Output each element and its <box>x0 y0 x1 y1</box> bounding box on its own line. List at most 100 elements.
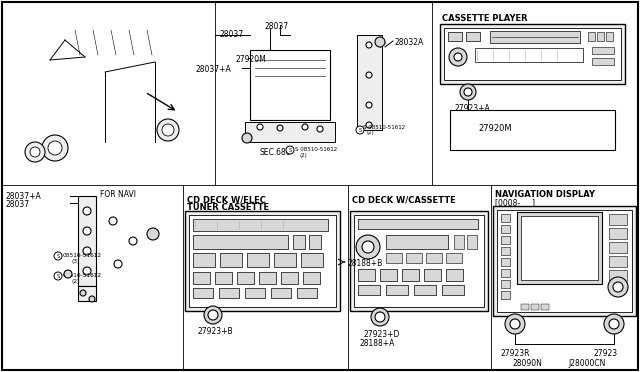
Circle shape <box>129 237 137 245</box>
Circle shape <box>454 53 462 61</box>
Polygon shape <box>65 28 185 57</box>
Circle shape <box>257 124 263 130</box>
Bar <box>386 235 448 249</box>
Bar <box>501 280 510 288</box>
Bar <box>219 288 239 298</box>
Circle shape <box>54 252 62 260</box>
Bar <box>358 269 375 281</box>
Bar <box>357 35 382 130</box>
Text: 28037+A: 28037+A <box>195 65 231 74</box>
Bar <box>446 269 463 281</box>
Bar <box>467 235 477 249</box>
Circle shape <box>25 142 45 162</box>
Bar <box>424 269 441 281</box>
Circle shape <box>83 227 91 235</box>
Bar <box>237 272 254 284</box>
Bar <box>448 32 462 41</box>
Bar <box>354 215 484 307</box>
Text: 27920M: 27920M <box>235 55 266 64</box>
Text: S 08510-51612: S 08510-51612 <box>363 125 405 130</box>
Bar <box>309 235 321 249</box>
Polygon shape <box>330 38 355 120</box>
Bar <box>609 228 627 239</box>
Circle shape <box>302 124 308 130</box>
Text: (2): (2) <box>367 130 375 135</box>
Text: 08510-51612: 08510-51612 <box>63 253 102 258</box>
Bar <box>386 285 408 295</box>
Circle shape <box>30 147 40 157</box>
Circle shape <box>460 84 476 100</box>
Text: (2): (2) <box>71 279 79 284</box>
Polygon shape <box>250 38 355 50</box>
Circle shape <box>449 48 467 66</box>
Bar <box>501 258 510 266</box>
Text: TUNER CASSETTE: TUNER CASSETTE <box>187 203 269 212</box>
Circle shape <box>277 125 283 131</box>
Bar <box>271 288 291 298</box>
Circle shape <box>157 119 179 141</box>
Circle shape <box>356 235 380 259</box>
Bar <box>426 253 442 263</box>
Circle shape <box>54 272 62 280</box>
Circle shape <box>89 296 95 302</box>
Text: CD DECK W/ELEC: CD DECK W/ELEC <box>187 195 266 204</box>
Circle shape <box>162 124 174 136</box>
Text: 28037: 28037 <box>220 30 244 39</box>
Bar <box>193 253 215 267</box>
Bar <box>259 272 276 284</box>
Text: 28037: 28037 <box>265 22 289 31</box>
Bar <box>303 272 320 284</box>
Bar <box>189 215 336 307</box>
Polygon shape <box>96 201 158 281</box>
Circle shape <box>609 319 619 329</box>
Circle shape <box>42 135 68 161</box>
Circle shape <box>208 310 218 320</box>
Text: (2): (2) <box>300 153 308 158</box>
Text: 08510-51612: 08510-51612 <box>63 273 102 278</box>
Circle shape <box>375 312 385 322</box>
Polygon shape <box>50 60 193 75</box>
Bar <box>402 269 419 281</box>
Polygon shape <box>22 60 58 115</box>
Circle shape <box>613 282 623 292</box>
Text: 27923+D: 27923+D <box>364 330 401 339</box>
Bar <box>497 210 632 312</box>
Circle shape <box>366 122 372 128</box>
Bar <box>501 247 510 255</box>
Circle shape <box>608 277 628 297</box>
Bar <box>466 32 480 41</box>
Bar <box>406 253 422 263</box>
Bar <box>274 253 296 267</box>
Text: J28000CN: J28000CN <box>568 359 605 368</box>
Circle shape <box>286 146 294 154</box>
Bar <box>592 47 614 54</box>
Circle shape <box>242 133 252 143</box>
Bar <box>501 225 510 233</box>
Bar <box>250 50 330 120</box>
Text: 28188+A: 28188+A <box>360 339 396 348</box>
Bar <box>609 256 627 267</box>
Bar <box>609 242 627 253</box>
Circle shape <box>83 267 91 275</box>
Bar <box>297 288 317 298</box>
Bar <box>220 253 242 267</box>
Text: CD DECK W/CASSETTE: CD DECK W/CASSETTE <box>352 195 456 204</box>
Circle shape <box>371 308 389 326</box>
Circle shape <box>83 247 91 255</box>
Bar <box>386 253 402 263</box>
Bar <box>588 32 595 41</box>
Bar <box>358 285 380 295</box>
Bar <box>193 288 213 298</box>
Bar <box>521 216 598 280</box>
Bar <box>475 48 583 62</box>
Polygon shape <box>110 65 150 88</box>
Bar <box>541 304 549 310</box>
Text: [0008-     ]: [0008- ] <box>495 198 535 207</box>
Bar <box>501 269 510 277</box>
Circle shape <box>505 314 525 334</box>
Bar <box>450 110 615 150</box>
Bar <box>442 285 464 295</box>
Text: 27923: 27923 <box>594 349 618 358</box>
Circle shape <box>464 88 472 96</box>
Text: S: S <box>56 273 60 279</box>
